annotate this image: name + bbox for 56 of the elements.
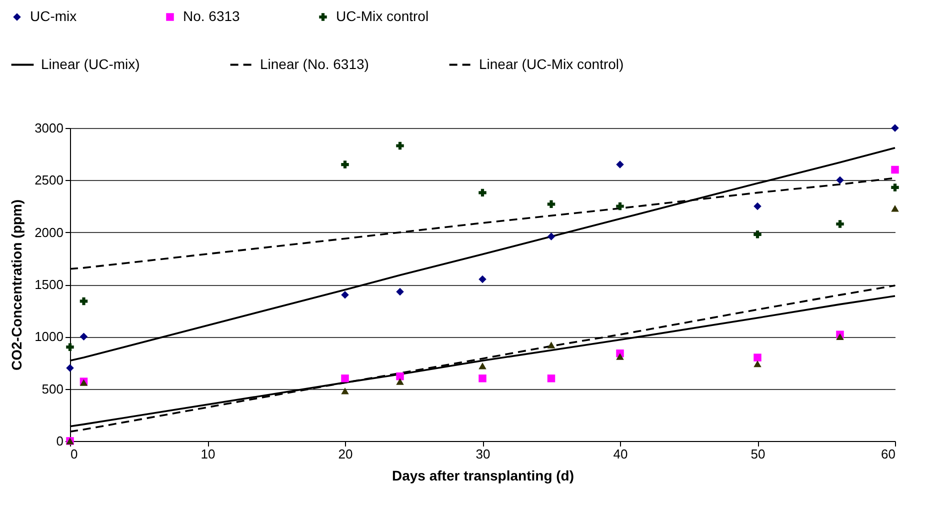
- y-axis-title: CO2-Concentration (ppm): [8, 199, 25, 371]
- point: [754, 230, 762, 238]
- y-tick-label: 500: [42, 381, 64, 396]
- x-axis-title: Days after transplanting (d): [392, 468, 574, 484]
- point: [547, 374, 556, 382]
- x-tick-label: 0: [70, 446, 78, 462]
- legend-label: Linear (UC-mix): [41, 56, 140, 72]
- point: [891, 124, 899, 132]
- point: [891, 166, 899, 174]
- point: [478, 374, 486, 382]
- legend-label: Linear (No. 6313): [260, 56, 369, 72]
- point: [341, 388, 349, 394]
- point: [341, 374, 349, 382]
- point: [396, 378, 404, 385]
- point: [616, 202, 624, 210]
- point: [547, 232, 556, 240]
- point: [478, 275, 486, 284]
- point: [891, 204, 899, 212]
- x-tick-label: 20: [338, 446, 353, 462]
- x-tick-label: 40: [613, 446, 628, 462]
- point: [396, 288, 404, 296]
- point: [754, 360, 762, 368]
- point: [547, 200, 556, 208]
- point: [891, 184, 899, 192]
- y-tick-label: 2500: [34, 172, 64, 188]
- point: [341, 291, 349, 299]
- point: [547, 342, 556, 348]
- x-tick-label: 10: [200, 446, 216, 462]
- point: [836, 220, 844, 228]
- point: [341, 160, 349, 168]
- y-tick-label: 1000: [34, 329, 64, 344]
- point: [754, 202, 762, 210]
- point: [478, 362, 486, 370]
- point: [836, 333, 844, 340]
- point: [66, 364, 74, 372]
- point: [478, 188, 486, 197]
- y-tick-label: 0: [56, 434, 64, 448]
- point: [66, 343, 74, 351]
- point: [80, 297, 88, 306]
- x-tick-label: 60: [881, 446, 896, 462]
- point: [396, 372, 404, 380]
- y-tick-label: 1500: [34, 277, 64, 292]
- point: [616, 353, 624, 360]
- point: [616, 160, 624, 168]
- legend-label: Linear (UC-Mix control): [479, 56, 624, 72]
- point: [836, 176, 844, 184]
- y-tick-label: 2000: [34, 224, 64, 240]
- legend-label: No. 6313: [183, 8, 240, 24]
- legend-label: UC-Mix control: [336, 8, 429, 24]
- x-tick-label: 30: [476, 446, 490, 462]
- x-tick-label: 50: [750, 446, 766, 462]
- legend-label: UC-mix: [30, 8, 77, 24]
- point: [80, 332, 88, 341]
- point: [396, 142, 404, 150]
- point: [754, 354, 762, 362]
- y-tick-label: 3000: [34, 120, 64, 136]
